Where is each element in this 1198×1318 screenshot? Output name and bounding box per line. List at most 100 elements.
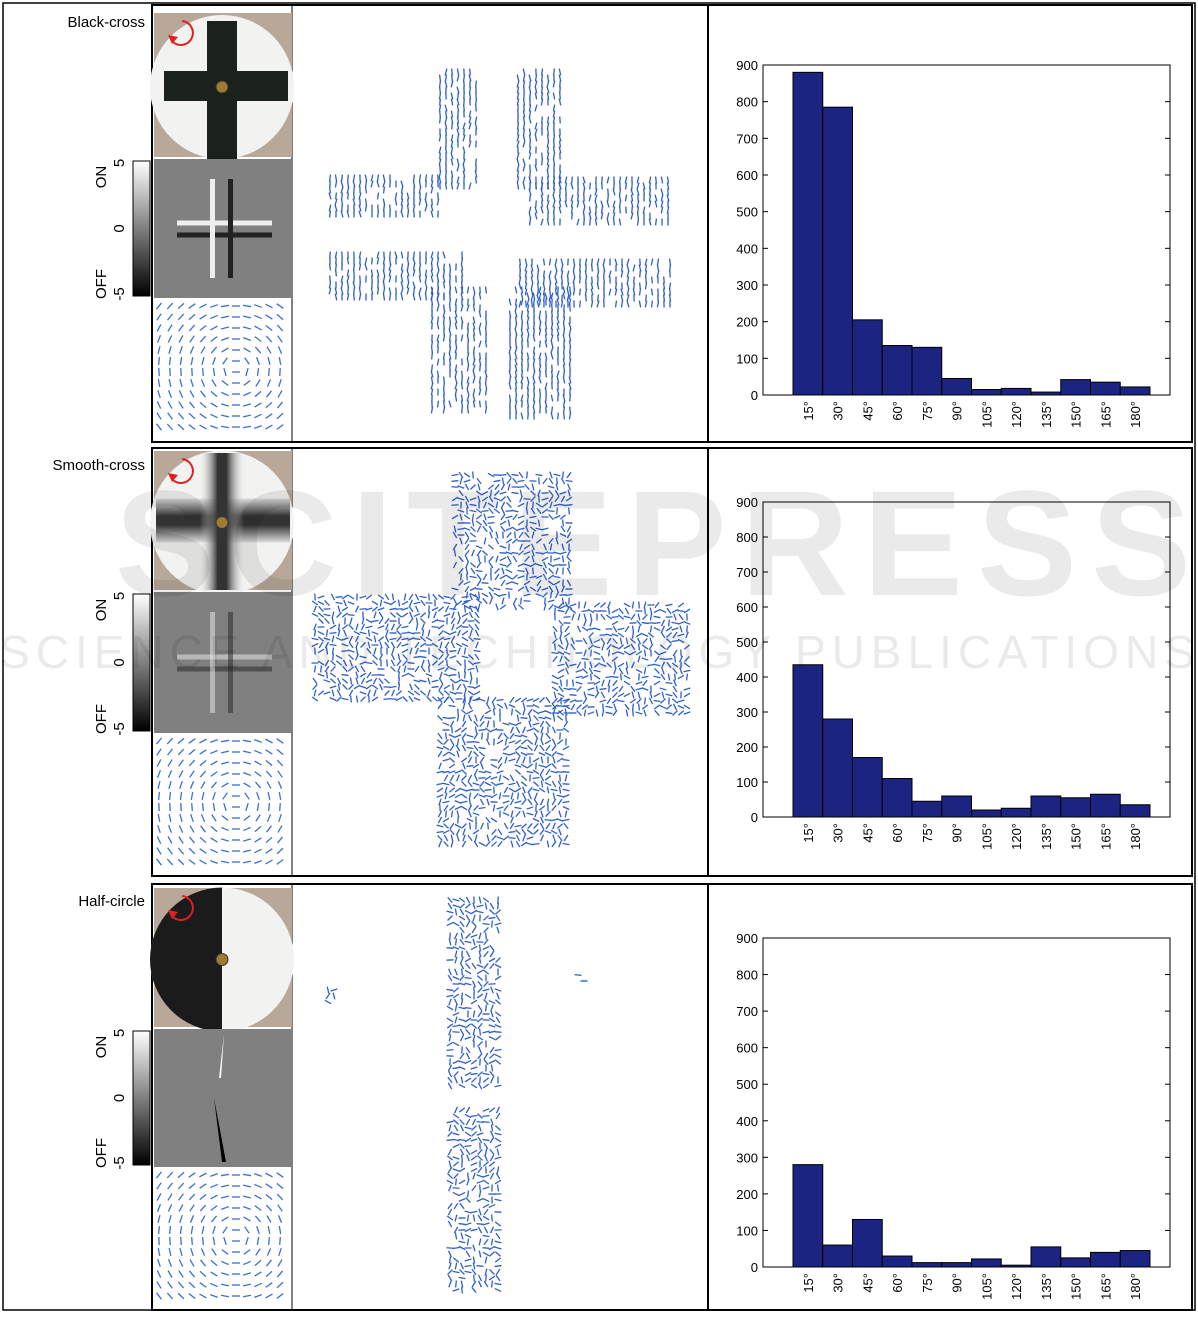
quiver-vector <box>613 692 618 697</box>
quiver-vector <box>549 277 550 284</box>
quiver-vector <box>569 299 570 306</box>
bar <box>882 346 912 396</box>
y-tick-label: 100 <box>736 351 758 366</box>
quiver-vector <box>452 69 453 76</box>
flow-vector <box>267 1260 272 1266</box>
quiver-vector <box>399 684 400 691</box>
quiver-vector <box>551 353 553 360</box>
quiver-vector <box>473 1173 475 1180</box>
quiver-vector <box>484 951 489 956</box>
quiver-vector <box>547 841 548 848</box>
quiver-vector <box>616 283 617 290</box>
quiver-vector <box>516 757 519 763</box>
quiver-vector <box>662 692 664 699</box>
flow-vector <box>221 415 229 417</box>
quiver-vector <box>515 365 517 372</box>
flow-vector <box>222 1250 228 1255</box>
flow-vector <box>168 760 172 767</box>
quiver-vector <box>407 205 408 212</box>
quiver-vector <box>466 915 470 921</box>
quiver-vector <box>365 258 366 265</box>
quiver-vector <box>533 698 539 701</box>
quiver-vector <box>453 1162 458 1166</box>
quiver-vector <box>660 699 665 704</box>
quiver-vector <box>541 757 543 764</box>
quiver-vector <box>498 903 499 910</box>
flow-vector <box>243 861 251 862</box>
quiver-vector <box>390 294 391 301</box>
flow-vector <box>201 782 205 789</box>
flow-vector <box>158 379 159 387</box>
flow-vector <box>277 425 283 430</box>
quiver-vector <box>515 359 517 366</box>
y-tick-label: 100 <box>736 1223 758 1238</box>
quiver-vector <box>459 1007 466 1009</box>
quiver-vector <box>493 805 494 812</box>
quiver-vector <box>471 1024 476 1029</box>
quiver-vector <box>678 700 685 702</box>
quiver-vector <box>459 1180 465 1183</box>
quiver-vector <box>573 259 574 266</box>
flow-vector <box>245 358 250 364</box>
quiver-vector <box>515 740 521 744</box>
quiver-vector <box>455 1215 457 1222</box>
flow-vector <box>178 1172 184 1177</box>
quiver-vector <box>372 258 373 265</box>
flow-vector <box>168 1194 172 1201</box>
quiver-vector <box>455 323 456 330</box>
quiver-vector <box>523 703 525 710</box>
quiver-vector <box>329 288 331 295</box>
flow-vector <box>254 315 261 318</box>
quiver-vector <box>485 790 492 791</box>
event-v <box>228 179 233 278</box>
flow-vector <box>245 793 250 800</box>
flow-vector <box>266 771 271 777</box>
quiver-vector <box>497 783 504 784</box>
quiver-vector <box>483 1078 488 1083</box>
flow-vector <box>222 381 228 386</box>
quiver-vector <box>522 353 523 360</box>
quiver-vector <box>584 213 585 220</box>
quiver-vector <box>467 1215 468 1222</box>
flow-vector <box>169 390 172 397</box>
flow-vector <box>167 859 172 865</box>
quiver-vector <box>455 389 456 396</box>
quiver-vector <box>443 717 450 718</box>
quiver-vector <box>438 175 439 182</box>
quiver-vector <box>517 93 518 100</box>
quiver-vector <box>627 259 629 266</box>
quiver-vector <box>408 691 414 695</box>
quiver-vector <box>517 99 518 106</box>
quiver-vector <box>495 1252 500 1257</box>
quiver-vector <box>552 305 553 312</box>
quiver-vector <box>531 277 533 284</box>
quiver-vector <box>448 1149 451 1155</box>
quiver-vector <box>466 1047 470 1053</box>
quiver-vector <box>553 739 556 745</box>
quiver-vector <box>353 181 355 188</box>
flow-vector <box>168 1270 172 1277</box>
x-tick-label: 180° <box>1128 1273 1143 1300</box>
flow-vector <box>221 1207 228 1210</box>
quiver-vector <box>471 946 477 949</box>
quiver-vector <box>488 823 489 830</box>
quiver-vector <box>466 897 469 903</box>
quiver-vector <box>444 323 445 330</box>
quiver-vector <box>336 264 337 271</box>
quiver-vector <box>431 371 433 378</box>
quiver-vector <box>550 301 551 308</box>
quiver-vector <box>607 213 608 220</box>
quiver-vector <box>490 945 494 951</box>
y-tick-label: 500 <box>736 1077 758 1092</box>
quiver-vector <box>486 841 491 846</box>
y-tick-label: 200 <box>736 740 758 755</box>
quiver-vector <box>431 187 433 194</box>
quiver-vector <box>459 1277 466 1278</box>
flow-vector <box>179 760 184 766</box>
quiver-vector <box>469 75 471 82</box>
quiver-vector <box>547 81 549 88</box>
quiver-vector <box>527 299 529 306</box>
quiver-vector <box>533 782 538 787</box>
colorbar-tick: -5 <box>111 287 128 300</box>
quiver-vector <box>359 294 360 301</box>
